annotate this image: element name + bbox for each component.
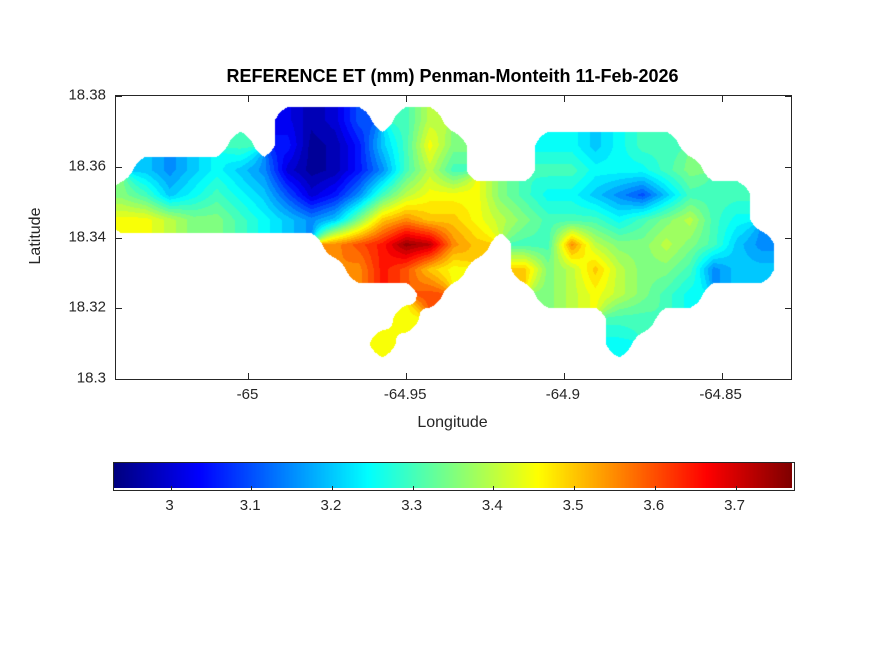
colorbar-tick-mark (331, 486, 333, 490)
colorbar-tick-label: 3.7 (724, 497, 745, 514)
y-tick-mark (116, 166, 122, 168)
y-tick-mark-right (785, 166, 791, 168)
colorbar-tick-label: 3 (165, 497, 174, 514)
y-tick-mark (116, 379, 122, 380)
colorbar-gradient-canvas (114, 463, 792, 488)
x-tick-mark (721, 373, 723, 379)
x-tick-mark-top (406, 96, 408, 102)
y-tick-label: 18.32 (68, 298, 106, 316)
contour-map-canvas (116, 96, 791, 379)
y-tick-mark (116, 237, 122, 239)
x-tick-mark (563, 373, 565, 379)
x-tick-mark (248, 373, 250, 379)
x-tick-label: -64.9 (545, 386, 580, 403)
y-tick-mark (116, 308, 122, 310)
colorbar-tick-mark (170, 486, 172, 490)
x-tick-mark-top (563, 96, 565, 102)
y-tick-mark (116, 96, 122, 97)
x-tick-label: -64.85 (699, 386, 742, 403)
colorbar-tick-label: 3.4 (481, 497, 503, 514)
chart-title: REFERENCE ET (mm) Penman-Monteith 11-Feb… (226, 66, 679, 86)
x-tick-label: -64.95 (383, 386, 427, 403)
colorbar-tick-mark (412, 486, 414, 490)
y-tick-mark-right (785, 237, 791, 239)
y-tick-label: 18.34 (68, 228, 106, 245)
colorbar (113, 462, 795, 491)
colorbar-tick-label: 3.1 (239, 497, 261, 514)
y-tick-mark-right (785, 379, 791, 380)
colorbar-tick-label: 3.2 (320, 497, 342, 514)
x-axis-label: Longitude (417, 414, 488, 431)
x-tick-label: -65 (236, 386, 259, 403)
y-tick-label: 18.3 (76, 369, 106, 387)
colorbar-tick-mark (735, 486, 737, 490)
colorbar-tick-label: 3.6 (643, 497, 665, 514)
colorbar-tick-mark (493, 486, 495, 490)
x-tick-mark-top (248, 96, 250, 102)
colorbar-tick-mark (574, 486, 576, 490)
colorbar-tick-mark (251, 486, 253, 490)
colorbar-tick-label: 3.5 (562, 497, 584, 514)
y-tick-mark-right (785, 308, 791, 310)
y-tick-label: 18.36 (68, 157, 106, 175)
y-tick-mark-right (785, 96, 791, 97)
x-tick-mark-top (721, 96, 723, 102)
colorbar-tick-label: 3.3 (401, 497, 423, 514)
colorbar-tick-mark (654, 486, 656, 490)
x-tick-mark (406, 373, 408, 379)
y-tick-label: 18.38 (68, 86, 106, 104)
plot-area (115, 95, 792, 380)
